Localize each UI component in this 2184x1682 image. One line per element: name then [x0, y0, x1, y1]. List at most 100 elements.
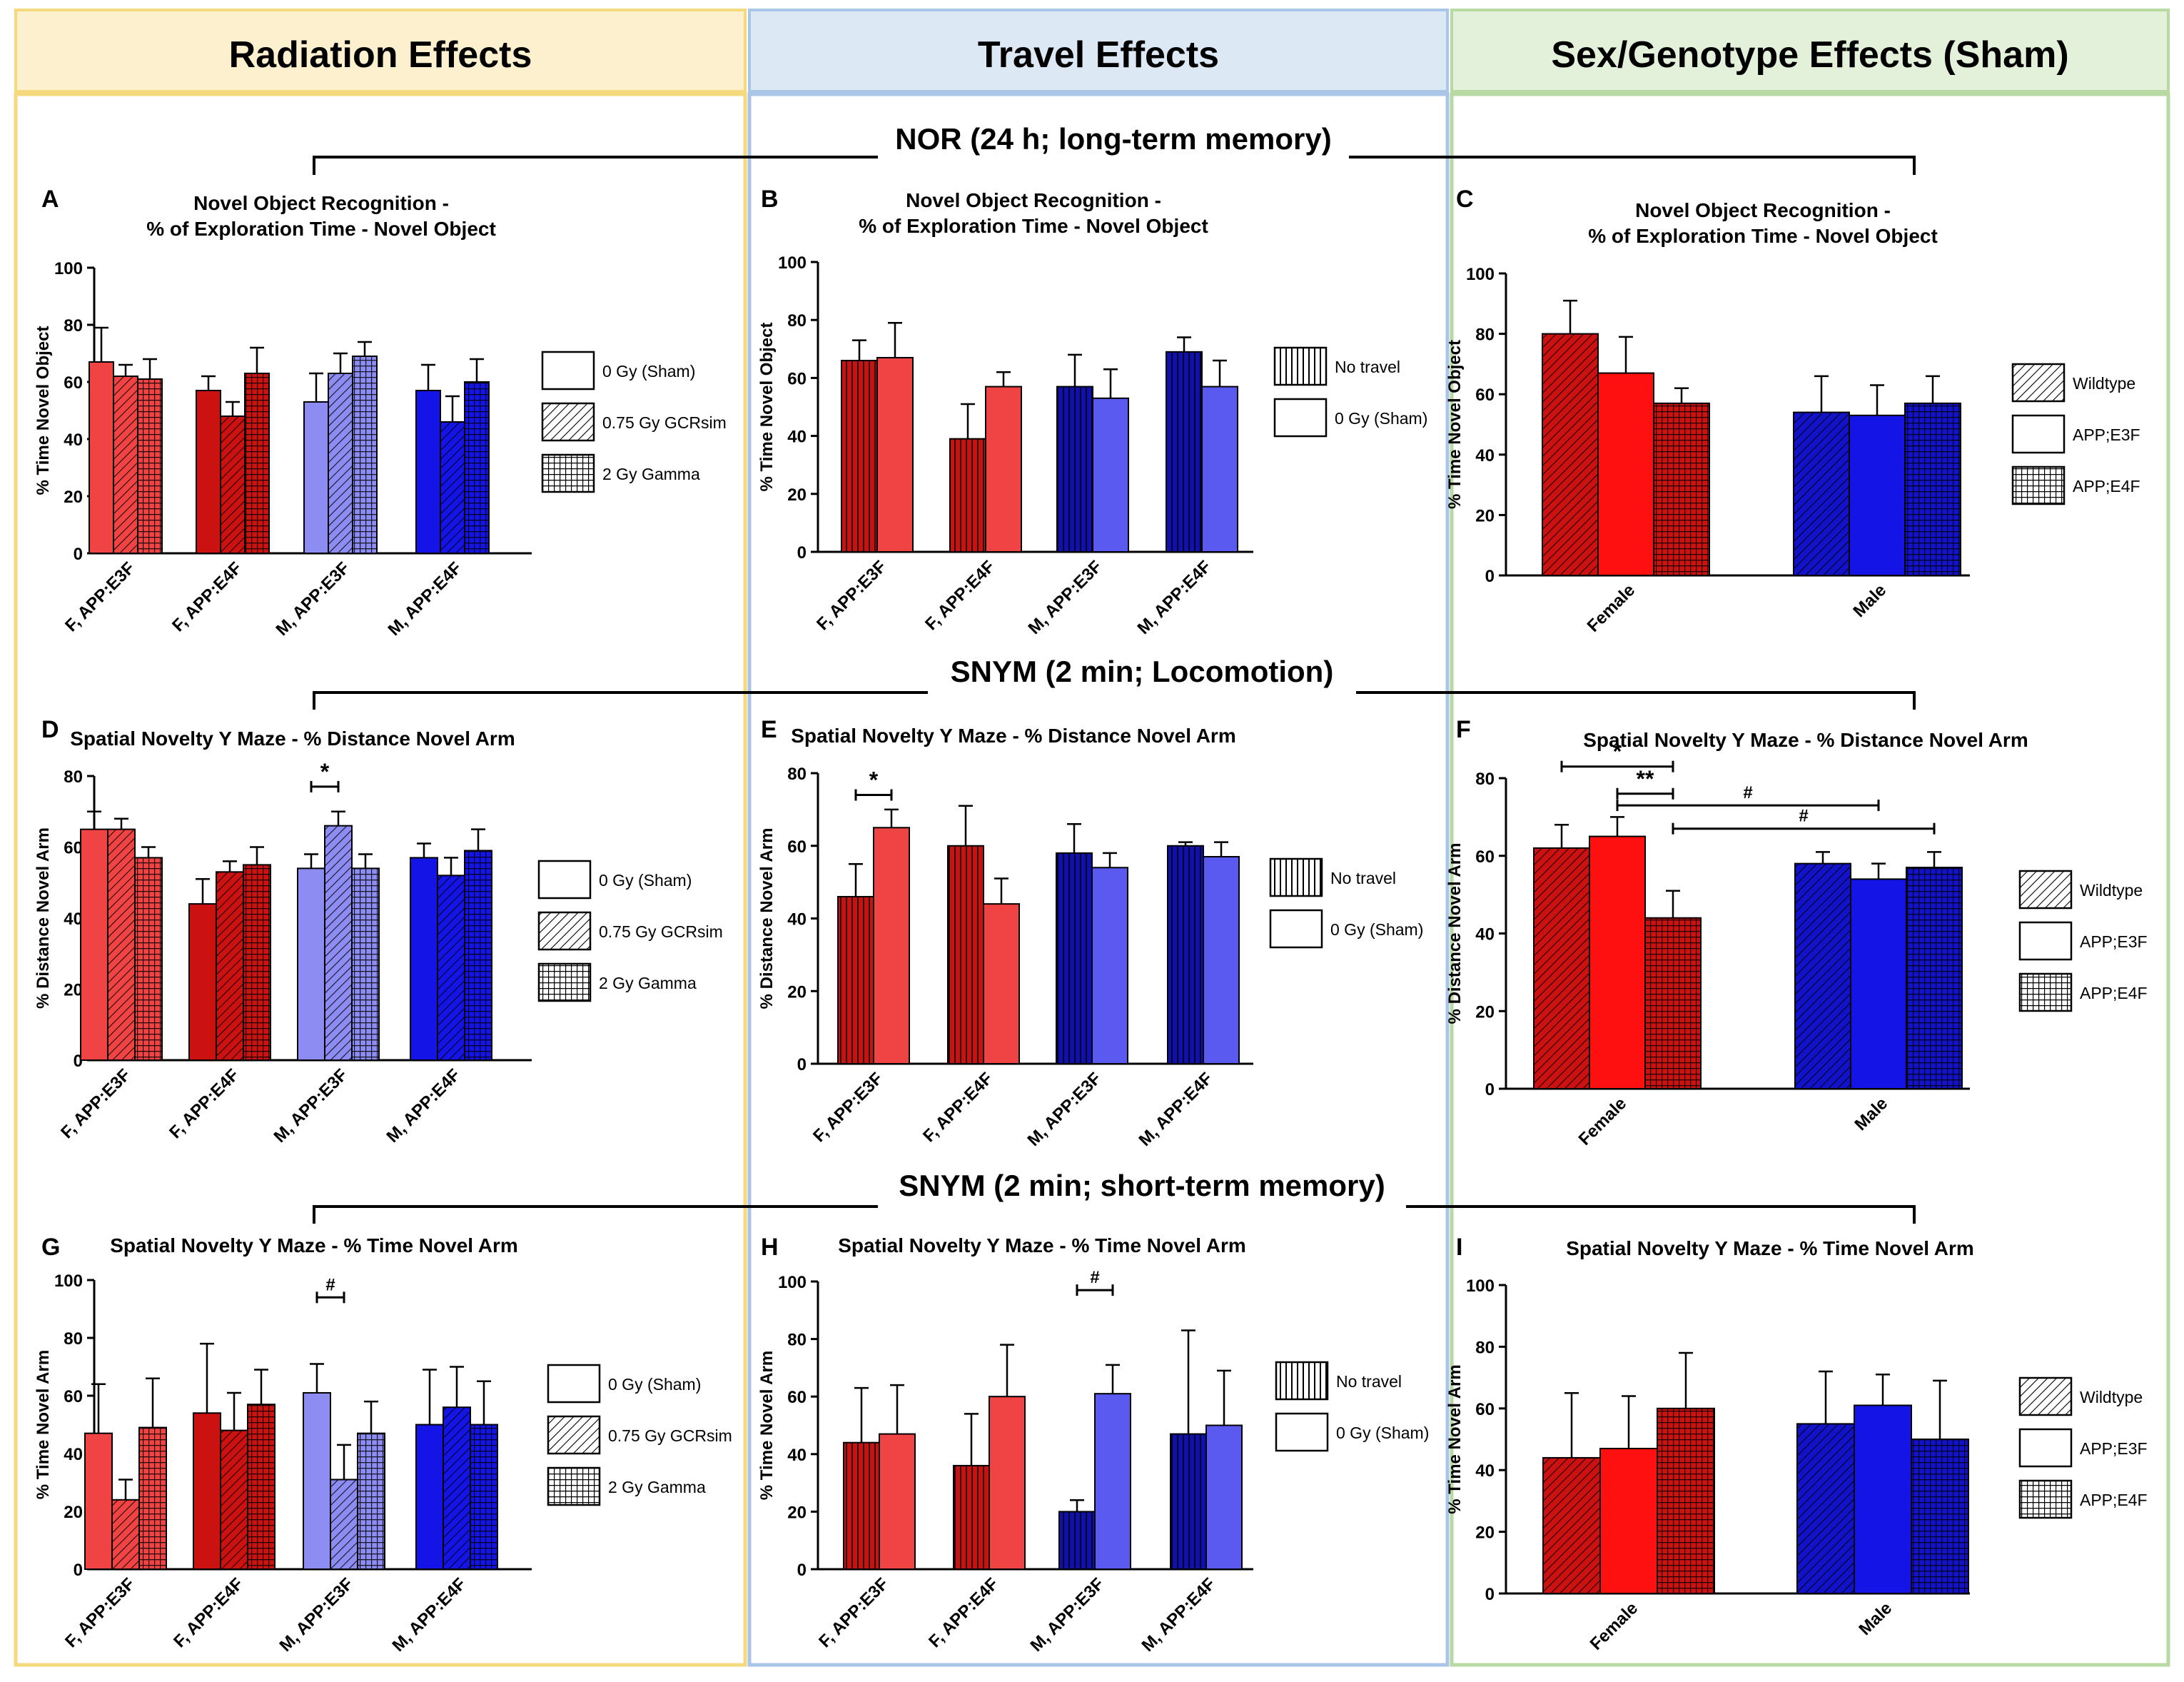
bar-pattern: [838, 896, 874, 1064]
bar: [876, 356, 914, 553]
chart-panel-a: A Novel Object Recognition - % of Explorat…: [34, 186, 727, 640]
bar: [1094, 1393, 1131, 1571]
chart-panel-e: E Spatial Novelty Y Maze - % Distance Nov…: [757, 716, 1423, 1150]
bar: [297, 867, 325, 1061]
legend-swatch: [2018, 921, 2073, 961]
bar: [873, 827, 910, 1064]
legend-label: APP;E3F: [2080, 1439, 2148, 1458]
column-panel-radiation: [14, 92, 747, 1667]
legend-label: 0 Gy (Sham): [599, 871, 692, 890]
x-tick-label: Female: [1587, 1598, 1642, 1654]
legend-swatch-pattern: [2020, 1378, 2071, 1415]
legend-label: No travel: [1330, 869, 1396, 887]
y-tick-label: 20: [787, 485, 807, 505]
significance-label: #: [1799, 807, 1808, 826]
y-tick-label: 40: [787, 910, 807, 930]
legend-swatch-pattern: [542, 403, 594, 440]
y-tick-label: 80: [64, 1329, 83, 1349]
bar: [985, 386, 1022, 553]
x-tick-label: F, APP:E4F: [166, 1065, 243, 1142]
bar-pattern: [221, 416, 245, 553]
x-tick-label: M, APP:E4F: [383, 1065, 465, 1147]
x-tick-label: F, APP:E4F: [925, 1574, 1002, 1651]
chart-title: Novel Object Recognition -: [193, 192, 449, 214]
y-tick-label: 60: [1475, 1400, 1495, 1419]
bar: [303, 401, 329, 554]
y-tick-label: 40: [1475, 446, 1495, 465]
legend-swatch: [2018, 1428, 2073, 1468]
y-axis-label: % Time Novel Arm: [34, 1350, 53, 1499]
chart-title: % of Exploration Time - Novel Object: [146, 218, 496, 240]
y-tick-label: 80: [1475, 770, 1495, 789]
panel-letter: C: [1456, 186, 1474, 213]
bar-pattern: [1168, 845, 1203, 1064]
bar: [1203, 856, 1240, 1064]
column-panel-genotype: [1450, 92, 2170, 1667]
chart-panel-b: B Novel Object Recognition - % of Explorat…: [757, 186, 1427, 638]
chart-panels: A Novel Object Recognition - % of Explorat…: [34, 186, 2148, 1656]
column-panel-travel: [747, 92, 1450, 1667]
x-tick-label: M, APP:E3F: [1024, 1069, 1106, 1150]
bar-pattern: [330, 1479, 358, 1569]
y-tick-label: 80: [64, 316, 83, 336]
legend-label: Wildtype: [2073, 374, 2135, 393]
legend-swatch: [1273, 398, 1328, 438]
y-tick-label: 0: [1485, 567, 1495, 586]
significance-label: *: [869, 767, 879, 793]
legend-swatch-pattern: [542, 455, 594, 492]
x-tick-label: Male: [1849, 580, 1890, 621]
bar: [410, 857, 438, 1062]
bar: [89, 361, 114, 554]
bar: [1597, 372, 1654, 577]
bar-pattern: [1657, 1408, 1714, 1593]
bar-pattern: [221, 1430, 248, 1569]
x-tick-label: F, APP:E4F: [919, 1069, 996, 1146]
legend-label: 0 Gy (Sham): [602, 362, 695, 381]
bar: [1092, 397, 1129, 553]
bar: [1205, 1424, 1243, 1570]
legend-label: 0 Gy (Sham): [1335, 409, 1427, 428]
y-tick-label: 40: [787, 1446, 807, 1465]
y-tick-label: 20: [64, 981, 83, 1000]
legend-label: 0.75 Gy GCRsim: [599, 922, 723, 941]
y-axis-label: % Time Novel Object: [757, 323, 777, 492]
legend-swatch-pattern: [539, 912, 590, 950]
row-title-snym-memory: SNYM (2 min; short-term memory): [899, 1169, 1385, 1202]
y-tick-label: 60: [1475, 386, 1495, 405]
y-axis-label: % Time Novel Object: [1445, 340, 1465, 509]
y-tick-label: 0: [1485, 1585, 1495, 1604]
x-tick-label: Female: [1575, 1094, 1631, 1149]
legend-swatch-pattern: [2020, 871, 2071, 908]
legend-label: APP;E4F: [2080, 1491, 2148, 1509]
bar-pattern: [1059, 1511, 1095, 1569]
x-tick-label: F, APP:E4F: [168, 558, 246, 635]
x-tick-label: M, APP:E3F: [1025, 557, 1106, 638]
bar-pattern: [1654, 403, 1709, 575]
panel-letter: D: [41, 716, 59, 743]
header-bg-travel: [748, 9, 1449, 93]
legend-label: Wildtype: [2080, 1388, 2143, 1406]
bar: [983, 903, 1020, 1065]
chart-title: % of Exploration Time - Novel Object: [859, 215, 1208, 237]
y-tick-label: 100: [778, 1273, 807, 1292]
bar-pattern: [1166, 351, 1202, 552]
bar-pattern: [465, 382, 489, 553]
bar-pattern: [954, 1465, 989, 1569]
bar: [1850, 878, 1907, 1089]
legend-swatch-pattern: [2020, 974, 2071, 1011]
legend-label: No travel: [1335, 358, 1400, 376]
y-tick-label: 40: [1475, 925, 1495, 945]
row-title-bg-snym-memory: [878, 1165, 1406, 1208]
legend-swatch: [1269, 909, 1323, 949]
y-tick-label: 80: [787, 765, 807, 784]
x-tick-label: F, APP:E3F: [57, 1065, 134, 1142]
bar: [196, 390, 221, 554]
significance-label: *: [1613, 739, 1622, 765]
bar-pattern: [325, 825, 352, 1060]
column-header-radiation: Radiation Effects: [14, 9, 747, 93]
bar-pattern: [1795, 863, 1851, 1089]
row-title-bg-nor: [878, 119, 1349, 161]
bar-pattern: [841, 361, 877, 552]
y-tick-label: 20: [1475, 1002, 1495, 1022]
bar-pattern: [1911, 1439, 1968, 1593]
